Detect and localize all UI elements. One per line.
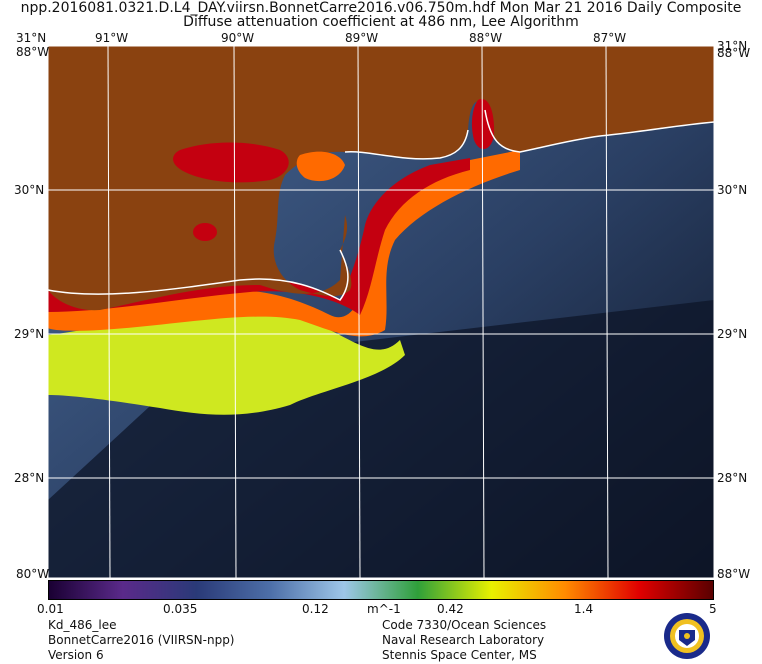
- colorbar-tick-0: 0.01: [37, 602, 64, 616]
- graticule-meridian: [481, 45, 485, 579]
- footer-code: Code 7330/Ocean Sciences: [382, 618, 547, 632]
- graticule-meridian: [357, 45, 361, 579]
- lat-label-30n-right: 30°N: [717, 183, 748, 197]
- graticule-meridian: [233, 45, 237, 579]
- footer-location: Stennis Space Center, MS: [382, 648, 537, 662]
- land-area: [48, 46, 714, 311]
- mobile-bay: [471, 99, 495, 150]
- corner-label-top-left: 31°N: [16, 31, 47, 45]
- lake-maurepas: [193, 223, 217, 241]
- lon-label-89w: 89°W: [345, 31, 379, 45]
- graticule-meridian: [605, 45, 609, 579]
- lon-label-90w: 90°W: [221, 31, 255, 45]
- colorbar-tick-6: 5: [709, 602, 717, 616]
- graticule-meridian: [107, 45, 111, 579]
- corner-label-top-right: 31°N: [717, 39, 748, 53]
- coastline: [47, 109, 715, 301]
- footer-product: Kd_486_lee: [48, 618, 117, 632]
- lat-label-30n-left: 30°N: [14, 183, 45, 197]
- footer-version: Version 6: [48, 648, 104, 662]
- plume-high: [48, 158, 470, 315]
- lat-label-28n-left: 28°N: [14, 471, 45, 485]
- colorbar-tick-2: 0.12: [302, 602, 329, 616]
- lat-label-29n-right: 29°N: [717, 327, 748, 341]
- footer-dataset: BonnetCarre2016 (VIIRSN-npp): [48, 633, 235, 647]
- lake-borgne: [296, 151, 345, 182]
- satellite-map: [47, 45, 715, 579]
- lake-pontchartrain: [173, 142, 289, 183]
- lat-label-29n-left: 29°N: [14, 327, 45, 341]
- colorbar-tick-1: 0.035: [163, 602, 198, 616]
- colorbar: [48, 580, 714, 600]
- lon-label-88w: 88°W: [469, 31, 503, 45]
- colorbar-tick-5: 1.4: [574, 602, 594, 616]
- image-subtitle: Diffuse attenuation coefficient at 486 n…: [183, 14, 579, 30]
- nrl-seal-icon: [664, 613, 710, 659]
- lon-label-91w: 91°W: [95, 31, 129, 45]
- corner-label-top-left-lon: 88°W: [16, 45, 50, 59]
- corner-label-bottom-left: 80°W: [16, 567, 50, 581]
- footer-lab: Naval Research Laboratory: [382, 633, 545, 647]
- graticule: [47, 45, 715, 579]
- lon-label-87w: 87°W: [593, 31, 627, 45]
- lat-label-28n-right: 28°N: [717, 471, 748, 485]
- colorbar-units: m^-1: [367, 602, 401, 616]
- corner-label-bottom-right: 88°W: [717, 567, 751, 581]
- image-title: npp.2016081.0321.D.L4_DAY.viirsn.BonnetC…: [20, 0, 742, 16]
- colorbar-tick-4: 0.42: [437, 602, 464, 616]
- corner-label-top-right-lon: 88°W: [717, 46, 751, 60]
- map-frame: [47, 45, 715, 579]
